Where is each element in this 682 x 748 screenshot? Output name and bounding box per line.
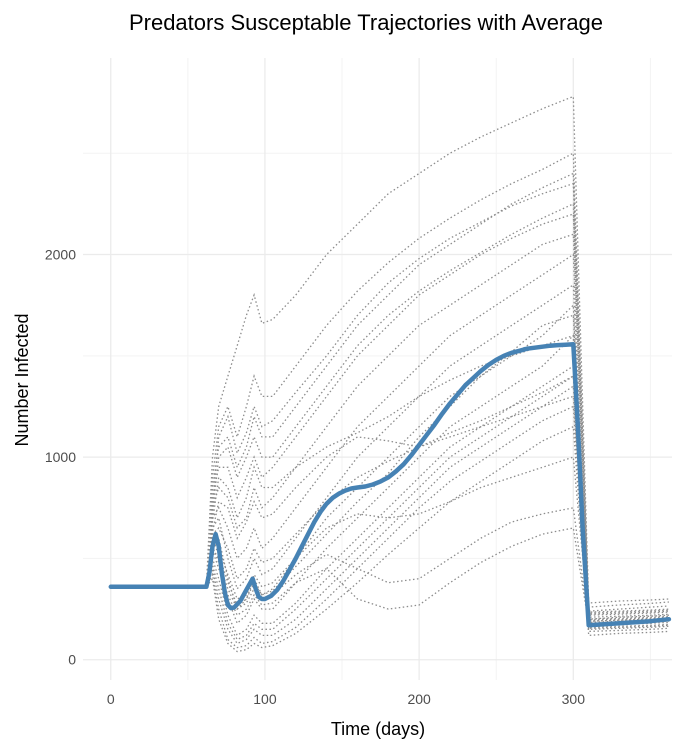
trajectory-line (110, 405, 669, 649)
trajectory-line (110, 202, 669, 615)
trajectory-line (110, 507, 669, 624)
x-tick-label: 100 (253, 691, 277, 707)
trajectory-line (110, 213, 669, 614)
trajectory-line (110, 375, 669, 620)
x-axis-label: Time (days) (331, 719, 425, 739)
trajectory-line (110, 95, 669, 604)
x-tick-labels: 0 100 200 300 (107, 691, 585, 707)
trajectory-line (110, 385, 669, 645)
y-tick-label: 0 (68, 652, 76, 668)
y-axis-label: Number Infected (12, 313, 32, 446)
y-tick-label: 1000 (45, 449, 76, 465)
x-tick-label: 0 (107, 691, 115, 707)
trajectory-line (110, 303, 669, 624)
trajectory-line (110, 253, 669, 620)
trajectory-line (110, 182, 669, 613)
average-line (108, 342, 672, 628)
trajectory-line (110, 425, 669, 653)
y-tick-labels: 0 1000 2000 (45, 247, 76, 668)
minor-gridlines (83, 58, 672, 680)
y-tick-label: 2000 (45, 247, 76, 263)
trajectory-line (110, 233, 669, 616)
x-tick-label: 200 (407, 691, 431, 707)
trajectory-line (110, 283, 669, 622)
trajectory-line (110, 334, 669, 618)
trajectory-line (110, 456, 669, 622)
x-tick-label: 300 (562, 691, 586, 707)
average-line-group (108, 342, 672, 628)
chart-title: Predators Susceptable Trajectories with … (129, 10, 603, 35)
